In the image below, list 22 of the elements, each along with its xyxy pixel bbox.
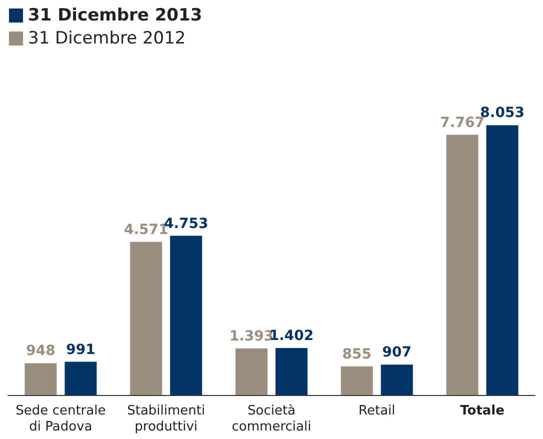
data-label: 948 xyxy=(26,343,56,360)
bar xyxy=(446,134,478,395)
bar xyxy=(24,363,57,395)
bar xyxy=(170,236,202,395)
bar xyxy=(276,348,308,395)
legend-label: 31 Dicembre 2012 xyxy=(28,28,186,48)
bar xyxy=(486,125,518,395)
x-tick-label: Sede centrale di Padova xyxy=(16,404,106,434)
data-label: 855 xyxy=(342,346,372,362)
legend-label: 31 Dicembre 2013 xyxy=(28,6,202,26)
data-label: 991 xyxy=(66,342,96,358)
bar xyxy=(64,362,97,395)
x-tick-label: Società commerciali xyxy=(232,404,312,434)
data-label: 907 xyxy=(382,344,412,361)
x-tick-label: Retail xyxy=(358,404,396,418)
bar xyxy=(340,366,373,395)
data-label: 1.393 xyxy=(229,328,274,344)
x-tick-label: Totale xyxy=(460,404,505,418)
bar xyxy=(236,348,268,395)
bar xyxy=(130,242,162,395)
bar xyxy=(380,364,413,395)
x-tick-label: Stabilimenti produttivi xyxy=(127,404,206,434)
